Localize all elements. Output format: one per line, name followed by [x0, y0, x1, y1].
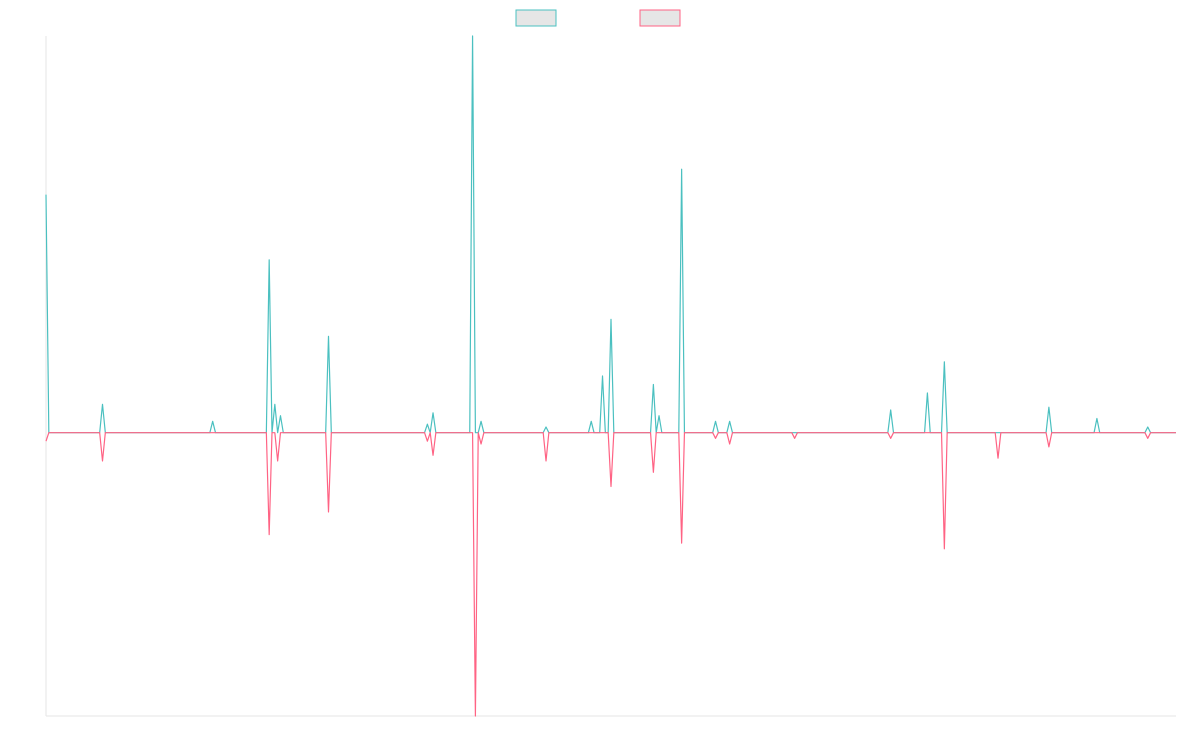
- series-line-2[interactable]: [45, 432, 1176, 717]
- legend[interactable]: [515, 9, 681, 27]
- legend-swatch-2[interactable]: [639, 9, 681, 27]
- legend-swatch-1[interactable]: [515, 9, 557, 27]
- series-layer: [45, 35, 1176, 717]
- series-line-1[interactable]: [45, 35, 1176, 434]
- axes: [45, 36, 1176, 717]
